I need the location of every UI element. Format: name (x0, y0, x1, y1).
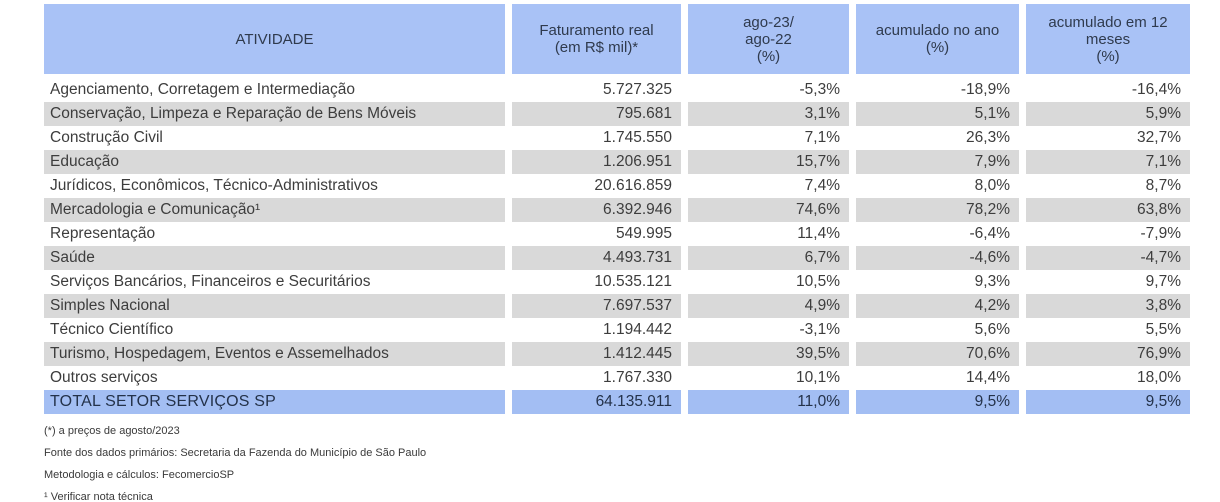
faturamento-cell: 5.727.325 (603, 81, 672, 98)
acumulado-ano-cell: 14,4% (966, 369, 1010, 386)
activity-cell: Serviços Bancários, Financeiros e Securi… (50, 273, 371, 290)
acumulado-ano-cell: 5,1% (856, 102, 1019, 126)
table-row: Serviços Bancários, Financeiros e Securi… (44, 270, 1190, 294)
variacao-mensal-cell: -3,1% (799, 321, 841, 338)
faturamento-cell: 4.493.731 (512, 246, 681, 270)
activity-cell: Representação (50, 225, 156, 242)
faturamento-cell: 1.745.550 (603, 129, 672, 146)
activity-cell: Conservação, Limpeza e Reparação de Bens… (44, 102, 505, 126)
table-total-row: TOTAL SETOR SERVIÇOS SP 64.135.911 11,0%… (44, 390, 1190, 414)
acumulado-ano-cell: 78,2% (856, 198, 1019, 222)
activity-cell: Educação (44, 150, 505, 174)
total-acumulado-ano-cell: 9,5% (856, 390, 1019, 414)
column-header-variacao-mensal: ago-23/ ago-22 (%) (688, 4, 849, 74)
table-header-row: ATIVIDADE Faturamento real (em R$ mil)* … (44, 4, 1190, 74)
acumulado-ano-cell: 5,6% (974, 321, 1010, 338)
acumulado-ano-cell: 9,3% (974, 273, 1010, 290)
variacao-mensal-cell: -5,3% (799, 81, 841, 98)
acumulado-12m-cell: 5,5% (1145, 321, 1181, 338)
faturamento-cell: 1.767.330 (603, 369, 672, 386)
total-label-cell: TOTAL SETOR SERVIÇOS SP (44, 390, 505, 414)
activity-cell: Outros serviços (50, 369, 158, 386)
table-row: Representação 549.995 11,4% -6,4% -7,9% (44, 222, 1190, 246)
column-header-acumulado-ano: acumulado no ano (%) (856, 4, 1019, 74)
table-row: Simples Nacional 7.697.537 4,9% 4,2% 3,8… (44, 294, 1190, 318)
variacao-mensal-cell: 7,4% (804, 177, 840, 194)
table-row: Educação 1.206.951 15,7% 7,9% 7,1% (44, 150, 1190, 174)
acumulado-12m-cell: -7,9% (1140, 225, 1182, 242)
acumulado-12m-cell: 7,1% (1026, 150, 1190, 174)
table-row: Jurídicos, Econômicos, Técnico-Administr… (44, 174, 1190, 198)
footnote-metodologia: Metodologia e cálculos: FecomercioSP (44, 469, 235, 481)
total-faturamento-cell: 64.135.911 (512, 390, 681, 414)
footnote-nota-tecnica: ¹ Verificar nota técnica (44, 491, 153, 502)
activity-cell: Simples Nacional (44, 294, 505, 318)
faturamento-cell: 795.681 (512, 102, 681, 126)
activity-cell: Técnico Científico (50, 321, 174, 338)
total-acumulado-12m-cell: 9,5% (1026, 390, 1190, 414)
acumulado-12m-cell: -4,7% (1026, 246, 1190, 270)
activity-cell: Construção Civil (50, 129, 163, 146)
variacao-mensal-cell: 3,1% (688, 102, 849, 126)
table-row: Outros serviços 1.767.330 10,1% 14,4% 18… (44, 366, 1190, 390)
column-header-acumulado-12-meses: acumulado em 12 meses (%) (1026, 4, 1190, 74)
variacao-mensal-cell: 10,1% (796, 369, 840, 386)
table-row: Mercadologia e Comunicação¹ 6.392.946 74… (44, 198, 1190, 222)
column-header-atividade: ATIVIDADE (44, 4, 505, 74)
faturamento-cell: 6.392.946 (512, 198, 681, 222)
faturamento-cell: 20.616.859 (594, 177, 672, 194)
acumulado-ano-cell: 7,9% (856, 150, 1019, 174)
acumulado-ano-cell: -4,6% (856, 246, 1019, 270)
variacao-mensal-cell: 39,5% (688, 342, 849, 366)
footnotes: (*) a preços de agosto/2023 Fonte dos da… (44, 420, 426, 502)
total-variacao-mensal-cell: 11,0% (688, 390, 849, 414)
activity-cell: Agenciamento, Corretagem e Intermediação (50, 81, 355, 98)
table-row: Construção Civil 1.745.550 7,1% 26,3% 32… (44, 126, 1190, 150)
faturamento-cell: 10.535.121 (594, 273, 672, 290)
variacao-mensal-cell: 10,5% (796, 273, 840, 290)
faturamento-servicos-table: ATIVIDADE Faturamento real (em R$ mil)* … (44, 4, 1190, 414)
acumulado-12m-cell: 63,8% (1026, 198, 1190, 222)
table-row: Conservação, Limpeza e Reparação de Bens… (44, 102, 1190, 126)
variacao-mensal-cell: 6,7% (688, 246, 849, 270)
faturamento-cell: 1.412.445 (512, 342, 681, 366)
acumulado-12m-cell: -16,4% (1131, 81, 1181, 98)
variacao-mensal-cell: 4,9% (688, 294, 849, 318)
table-row: Agenciamento, Corretagem e Intermediação… (44, 78, 1190, 102)
table-row: Saúde 4.493.731 6,7% -4,6% -4,7% (44, 246, 1190, 270)
faturamento-cell: 1.206.951 (512, 150, 681, 174)
acumulado-ano-cell: 4,2% (856, 294, 1019, 318)
acumulado-12m-cell: 5,9% (1026, 102, 1190, 126)
acumulado-12m-cell: 9,7% (1145, 273, 1181, 290)
activity-cell: Turismo, Hospedagem, Eventos e Assemelha… (44, 342, 505, 366)
acumulado-ano-cell: 26,3% (966, 129, 1010, 146)
acumulado-12m-cell: 32,7% (1137, 129, 1181, 146)
acumulado-ano-cell: 8,0% (974, 177, 1010, 194)
acumulado-12m-cell: 8,7% (1145, 177, 1181, 194)
variacao-mensal-cell: 7,1% (804, 129, 840, 146)
acumulado-12m-cell: 76,9% (1026, 342, 1190, 366)
footnote-precos: (*) a preços de agosto/2023 (44, 425, 180, 437)
faturamento-cell: 7.697.537 (512, 294, 681, 318)
table-row: Técnico Científico 1.194.442 -3,1% 5,6% … (44, 318, 1190, 342)
variacao-mensal-cell: 74,6% (688, 198, 849, 222)
column-header-faturamento-real: Faturamento real (em R$ mil)* (512, 4, 681, 74)
acumulado-ano-cell: 70,6% (856, 342, 1019, 366)
variacao-mensal-cell: 15,7% (688, 150, 849, 174)
activity-cell: Mercadologia e Comunicação¹ (44, 198, 505, 222)
acumulado-12m-cell: 3,8% (1026, 294, 1190, 318)
faturamento-cell: 549.995 (615, 225, 672, 242)
activity-cell: Jurídicos, Econômicos, Técnico-Administr… (50, 177, 378, 194)
activity-cell: Saúde (44, 246, 505, 270)
table-row: Turismo, Hospedagem, Eventos e Assemelha… (44, 342, 1190, 366)
acumulado-12m-cell: 18,0% (1137, 369, 1181, 386)
footnote-fonte: Fonte dos dados primários: Secretaria da… (44, 447, 427, 459)
acumulado-ano-cell: -6,4% (969, 225, 1011, 242)
acumulado-ano-cell: -18,9% (960, 81, 1010, 98)
faturamento-cell: 1.194.442 (603, 321, 672, 338)
variacao-mensal-cell: 11,4% (797, 225, 840, 242)
